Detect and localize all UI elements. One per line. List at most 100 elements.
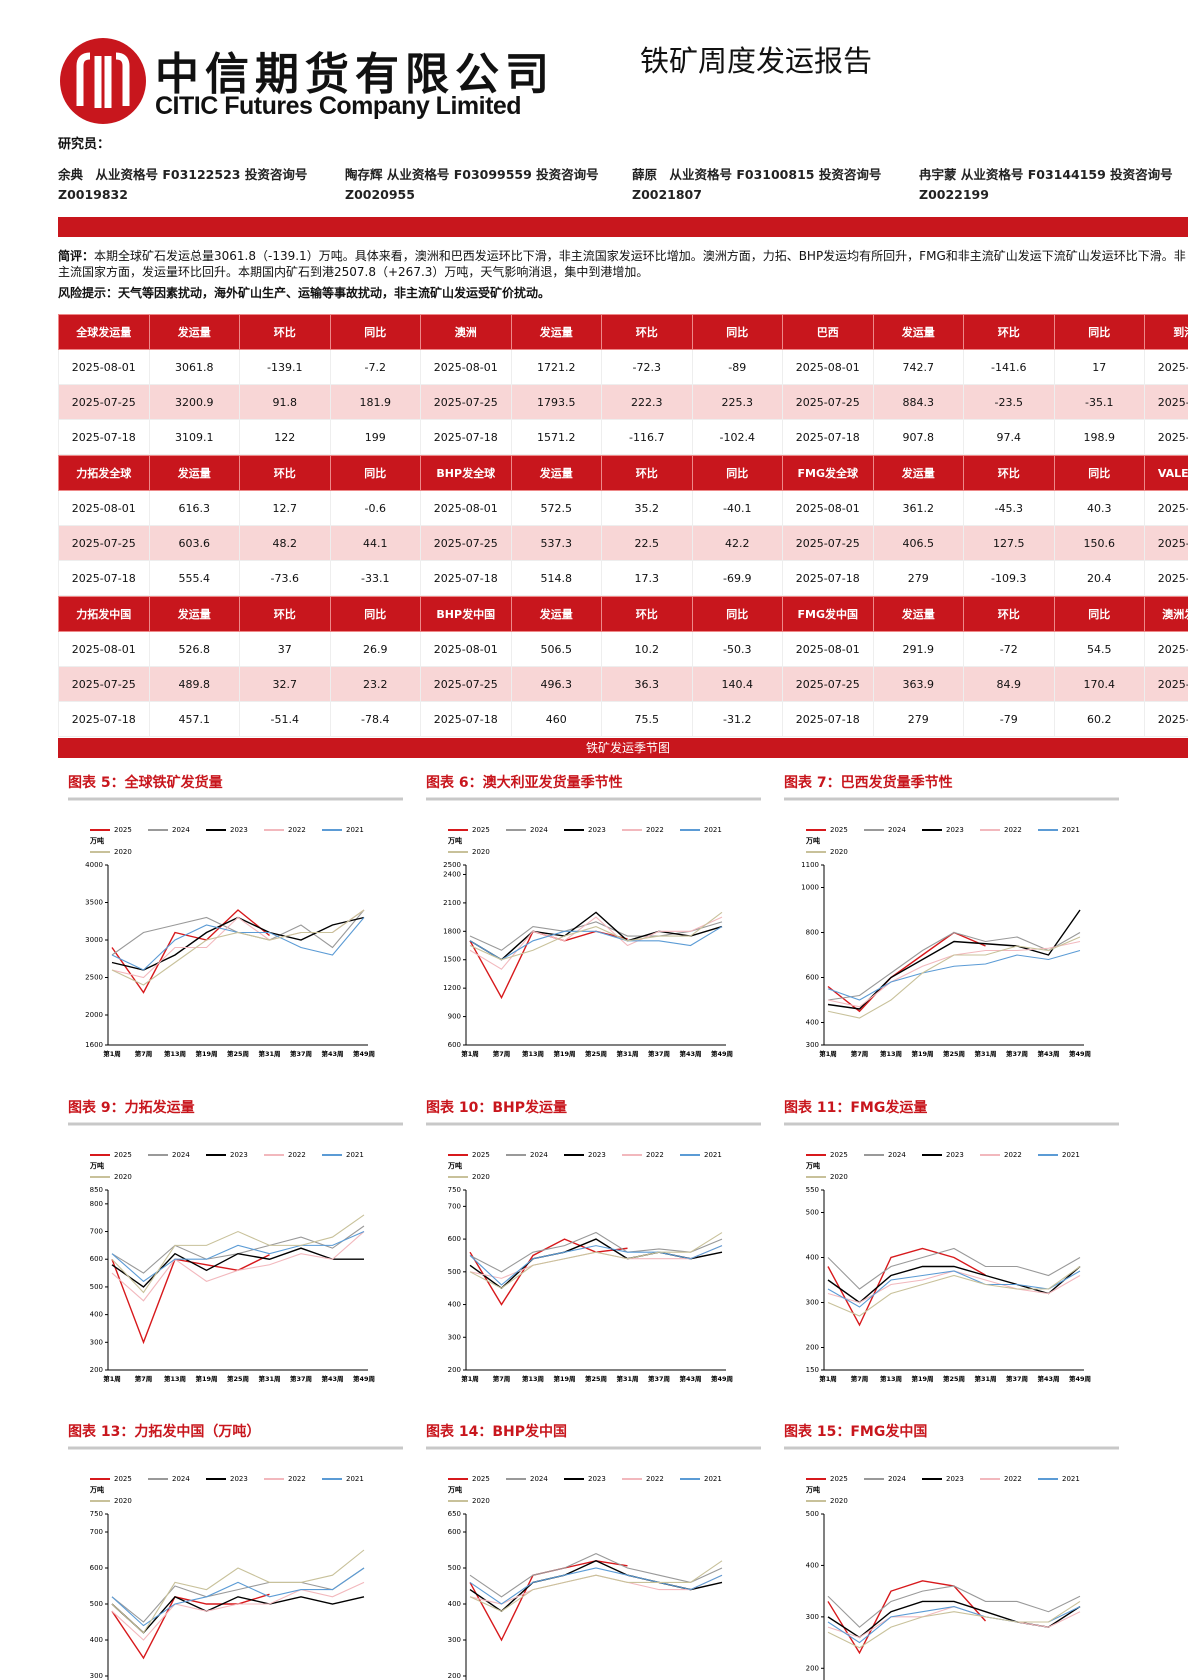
researcher-line: Z0019832 xyxy=(58,187,128,202)
y-axis-unit: 万吨 xyxy=(805,836,820,845)
header-cell: 澳洲发中国 xyxy=(1144,596,1188,632)
cell: 291.9 xyxy=(872,631,964,667)
y-tick-label: 500 xyxy=(90,1283,103,1291)
cell: 2025-07-25 xyxy=(58,384,150,420)
legend-label: 2024 xyxy=(172,826,190,834)
x-tick-label: 第31周 xyxy=(258,1049,280,1058)
header-cell: 发运量 xyxy=(872,596,964,632)
header-cell: 发运量 xyxy=(510,455,602,491)
section-title: 铁矿发运季节图 xyxy=(58,738,1188,758)
cell: 2025-07-18 xyxy=(420,701,512,737)
y-tick-label: 800 xyxy=(806,929,819,937)
cell: -45.3 xyxy=(963,490,1055,526)
cell: -31.2 xyxy=(691,701,783,737)
header-cell: 环比 xyxy=(963,314,1055,350)
cell: 122 xyxy=(239,419,331,455)
y-tick-label: 500 xyxy=(448,1564,461,1572)
y-tick-label: 400 xyxy=(448,1600,461,1608)
cell: 2025-08-01 xyxy=(1144,490,1188,526)
y-tick-label: 500 xyxy=(806,1209,819,1217)
header-cell: 发运量 xyxy=(510,314,602,350)
series-line xyxy=(827,1270,1081,1308)
header-cell: FMG发中国 xyxy=(782,596,874,632)
header-cell: FMG发全球 xyxy=(782,455,874,491)
legend-label: 2023 xyxy=(230,826,248,834)
cell: 3200.9 xyxy=(148,384,240,420)
y-tick-label: 400 xyxy=(90,1636,103,1644)
cell: 1571.2 xyxy=(510,419,602,455)
data-table: 全球发运量发运量环比同比澳洲发运量环比同比巴西发运量环比同比到港量2025-08… xyxy=(58,314,1188,455)
x-tick-label: 第43周 xyxy=(321,1374,343,1383)
cell: -35.1 xyxy=(1053,384,1145,420)
series-line xyxy=(827,1265,1081,1304)
legend-label: 2022 xyxy=(1004,1475,1022,1483)
y-tick-label: 400 xyxy=(448,1301,461,1309)
legend-label: 2022 xyxy=(288,1475,306,1483)
legend-label: 2020 xyxy=(830,1497,848,1505)
y-tick-label: 200 xyxy=(448,1366,461,1374)
researcher-line: 冉宇蒙 从业资格号 F03144159 投资咨询号 xyxy=(919,167,1173,182)
table-row: 2025-07-25 603.6 48.2 44.1 2025-07-25 537.3 22… xyxy=(58,525,1188,561)
series-line xyxy=(827,909,1081,1010)
cell: 2025-07-25 xyxy=(782,666,874,702)
cell: 2025-08-01 xyxy=(782,490,874,526)
chart-title: 图表 13：力拓发中国（万吨） xyxy=(68,1423,260,1440)
y-tick-label: 600 xyxy=(448,1528,461,1536)
y-tick-label: 1500 xyxy=(443,956,461,964)
table-header-row: 力拓发全球 发运量 环比 同比 BHP发全球 发运量 环比 同比 FMG发全球 发运量 环比 同比 VA… xyxy=(58,455,1188,491)
y-tick-label: 550 xyxy=(806,1186,819,1194)
y-tick-label: 300 xyxy=(806,1613,819,1621)
cell: 2025-07-18 xyxy=(58,701,150,737)
legend-label: 2025 xyxy=(114,1475,132,1483)
x-tick-label: 第13周 xyxy=(522,1374,544,1383)
x-tick-label: 第49周 xyxy=(353,1049,375,1058)
series-line xyxy=(111,1225,365,1274)
cell: 279 xyxy=(872,560,964,596)
cell: 2025-07-18 xyxy=(782,701,874,737)
comment: 简评：本期全球矿石发运总量3061.8（-139.1）万吨。具体来看，澳洲和巴西… xyxy=(58,248,1188,280)
y-tick-label: 600 xyxy=(90,1255,103,1263)
legend-label: 2021 xyxy=(704,1151,722,1159)
series-line xyxy=(111,1231,365,1283)
y-tick-label: 400 xyxy=(806,1019,819,1027)
cell: 2025-08-01 xyxy=(420,631,512,667)
legend-label: 2020 xyxy=(114,848,132,856)
legend-label: 2022 xyxy=(288,826,306,834)
risk: 风险提示：天气等因素扰动，海外矿山生产、运输等事故扰动，非主流矿山发运受矿价扰动… xyxy=(58,284,550,301)
legend-label: 2023 xyxy=(230,1151,248,1159)
cell: 2025-07-25 xyxy=(1144,666,1188,702)
x-tick-label: 第13周 xyxy=(164,1049,186,1058)
researcher-line: 余典 从业资格号 F03122523 投资咨询号 xyxy=(58,167,308,182)
cell: -7.2 xyxy=(329,349,421,385)
header-cell: BHP发全球 xyxy=(420,455,512,491)
legend-label: 2020 xyxy=(472,1173,490,1181)
y-axis-unit: 万吨 xyxy=(89,1161,104,1170)
series-line xyxy=(469,1567,723,1605)
cell: 3109.1 xyxy=(148,419,240,455)
x-tick-label: 第1周 xyxy=(819,1049,837,1058)
y-tick-label: 650 xyxy=(448,1510,461,1518)
series-line xyxy=(111,917,365,971)
series-line xyxy=(111,1214,365,1294)
y-tick-label: 700 xyxy=(90,1228,103,1236)
x-tick-label: 第43周 xyxy=(321,1049,343,1058)
comment-label: 简评： xyxy=(58,249,95,263)
cell: 616.3 xyxy=(148,490,240,526)
cell: 60.2 xyxy=(1053,701,1145,737)
x-tick-label: 第7周 xyxy=(493,1374,511,1383)
series-line xyxy=(469,1245,723,1286)
company-name-cn: 中信期货有限公司 xyxy=(155,49,555,100)
chart-title: 图表 11：FMG发运量 xyxy=(784,1099,927,1116)
x-tick-label: 第37周 xyxy=(290,1374,312,1383)
legend-label: 2021 xyxy=(346,1475,364,1483)
y-tick-label: 600 xyxy=(90,1564,103,1572)
x-tick-label: 第37周 xyxy=(1006,1049,1028,1058)
legend-label: 2024 xyxy=(172,1475,190,1483)
series-line xyxy=(469,1560,723,1612)
header-cell: 发运量 xyxy=(148,314,240,350)
cell: 2025-07-18 xyxy=(782,560,874,596)
y-tick-label: 200 xyxy=(806,1344,819,1352)
series-line xyxy=(827,1580,987,1655)
cell: 2025-08-01 xyxy=(1144,349,1188,385)
